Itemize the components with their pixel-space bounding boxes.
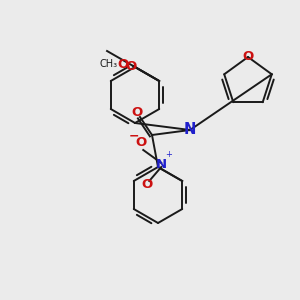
Text: N: N — [184, 122, 196, 137]
Text: −: − — [129, 130, 140, 142]
Text: O: O — [125, 59, 137, 73]
Text: O: O — [142, 178, 153, 191]
Text: CH₃: CH₃ — [99, 59, 117, 69]
Text: O: O — [136, 136, 147, 148]
Text: O: O — [242, 50, 253, 64]
Text: O: O — [131, 106, 142, 118]
Text: N: N — [156, 158, 167, 172]
Text: +: + — [165, 150, 172, 159]
Text: O: O — [117, 58, 128, 70]
